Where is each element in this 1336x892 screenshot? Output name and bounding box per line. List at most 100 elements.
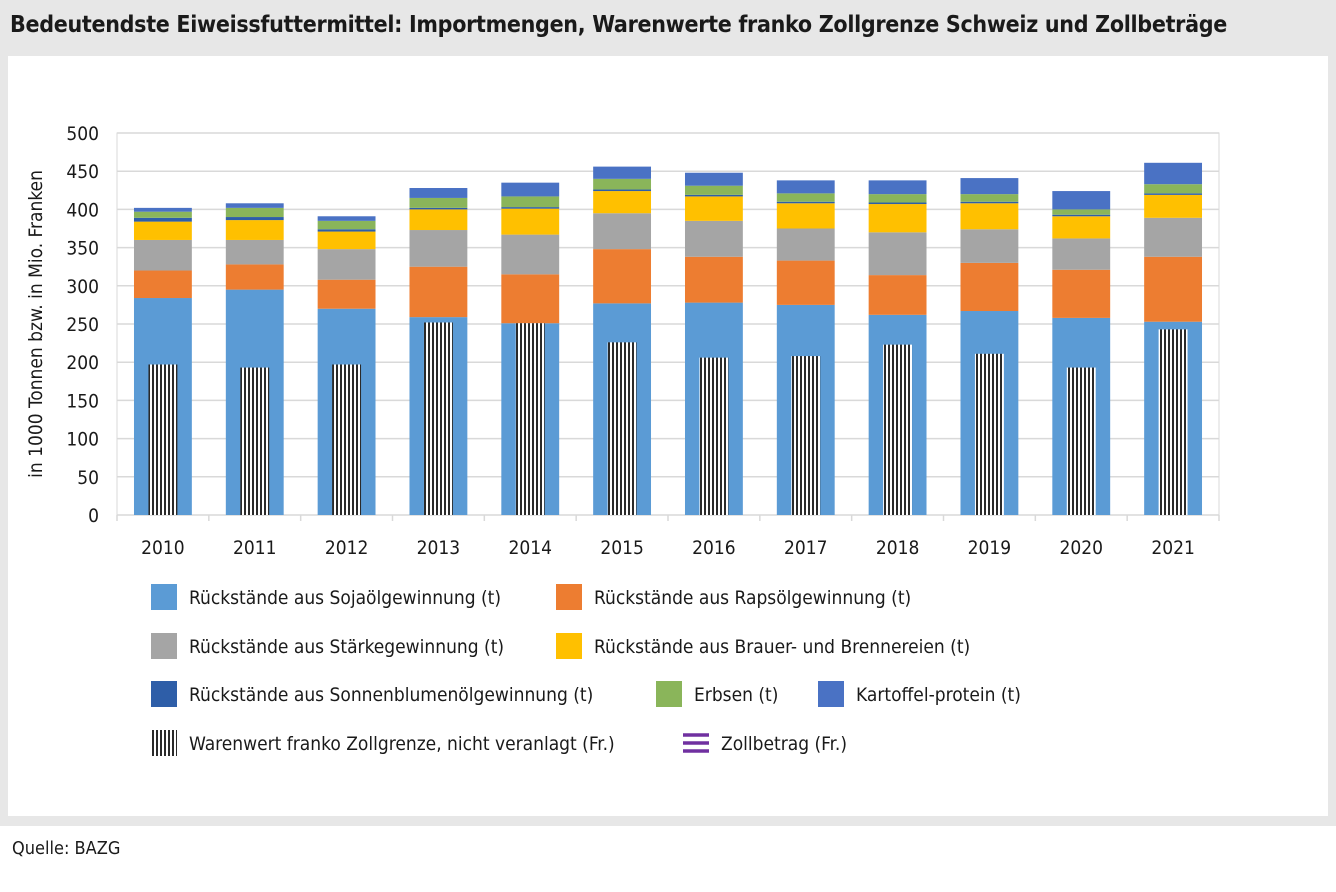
bar-segment xyxy=(225,203,284,208)
bar-segment xyxy=(868,202,927,205)
chart-title: Bedeutendste Eiweissfuttermittel: Import… xyxy=(10,12,1227,38)
legend-label: Erbsen (t) xyxy=(694,684,778,706)
bar-segment xyxy=(868,204,927,233)
bar-segment xyxy=(225,239,284,265)
bar-segment xyxy=(1144,193,1203,195)
legend-swatch xyxy=(818,681,844,707)
bar-segment xyxy=(409,188,468,198)
x-tick-label: 2010 xyxy=(141,537,185,559)
overlay-bar xyxy=(240,367,270,515)
overlay-bar xyxy=(974,353,1004,515)
overlay-bar xyxy=(423,322,453,515)
bar-segment xyxy=(317,229,376,232)
legend-swatch xyxy=(151,633,177,659)
bar-segment xyxy=(593,213,652,250)
x-tick-label: 2014 xyxy=(509,537,553,559)
x-tick-label: 2018 xyxy=(876,537,920,559)
y-tick-label: 200 xyxy=(66,352,99,374)
y-tick-label: 150 xyxy=(66,390,99,412)
bar-segment xyxy=(501,182,560,197)
y-tick-label: 450 xyxy=(66,161,99,183)
y-tick-label: 50 xyxy=(77,467,99,489)
bar-segment xyxy=(225,220,284,240)
x-tick-label: 2015 xyxy=(600,537,644,559)
overlay-bar xyxy=(1158,329,1188,515)
bar-segment xyxy=(225,264,284,290)
x-tick-label: 2021 xyxy=(1151,537,1195,559)
legend-swatch xyxy=(556,584,582,610)
bar-segment xyxy=(1052,216,1111,239)
bar-segment xyxy=(868,275,927,315)
bar-segment xyxy=(868,180,927,195)
legend-label: Rückstände aus Rapsölgewinnung (t) xyxy=(594,587,911,609)
overlay-bar xyxy=(883,344,913,515)
bar-segment xyxy=(1052,209,1111,215)
overlay-bar xyxy=(607,342,637,515)
bar-segment xyxy=(1144,194,1203,218)
bar-segment xyxy=(225,207,284,218)
bar-segment xyxy=(1052,191,1111,210)
bar-segment xyxy=(133,239,192,271)
overlay-bar xyxy=(791,356,821,515)
bar-segment xyxy=(960,229,1019,263)
bar-segment xyxy=(317,279,376,309)
bar-segment xyxy=(868,232,927,276)
bar-segment xyxy=(776,260,835,305)
bar-segment xyxy=(133,211,192,218)
bar-segment xyxy=(501,234,560,275)
overlay-bar xyxy=(332,364,362,515)
bar-segment xyxy=(1144,162,1203,185)
bar-segment xyxy=(684,220,743,257)
bar-segment xyxy=(409,266,468,318)
y-tick-label: 100 xyxy=(66,429,99,451)
bar-segment xyxy=(1144,256,1203,322)
bar-segment xyxy=(409,197,468,208)
bar-segment xyxy=(1052,238,1111,270)
source-note: Quelle: BAZG xyxy=(12,838,121,859)
overlay-bar xyxy=(1066,367,1096,515)
bar-segment xyxy=(317,216,376,221)
legend-label: Rückstände aus Sonnenblumenölgewinnung (… xyxy=(189,684,593,706)
y-tick-label: 500 xyxy=(66,123,99,145)
legend-swatch xyxy=(151,584,177,610)
bar-segment xyxy=(960,203,1019,230)
bar-segment xyxy=(776,180,835,194)
y-tick-label: 0 xyxy=(88,505,99,527)
legend-label: Zollbetrag (Fr.) xyxy=(721,733,847,755)
bar-segment xyxy=(960,178,1019,195)
bar-segment xyxy=(684,185,743,195)
bar-segment xyxy=(684,194,743,197)
overlay-bar xyxy=(515,323,545,515)
x-tick-label: 2020 xyxy=(1060,537,1104,559)
chart-area: 0 50 100 150 200 250 300 350 400 450 500 in 1000 To… xyxy=(8,56,1328,816)
bar-segment xyxy=(776,228,835,261)
bar-segment xyxy=(960,201,1019,204)
bar-segment xyxy=(501,196,560,208)
bar-segment xyxy=(593,178,652,190)
legend-label: Warenwert franko Zollgrenze, nicht veran… xyxy=(189,733,615,755)
legend-swatch xyxy=(151,681,177,707)
x-tick-label: 2012 xyxy=(325,537,369,559)
bar-segment xyxy=(501,207,560,209)
x-tick-label: 2017 xyxy=(784,537,828,559)
bar-segment xyxy=(593,189,652,192)
bar-segment xyxy=(960,194,1019,202)
bar-segment xyxy=(593,191,652,214)
title-bar: Bedeutendste Eiweissfuttermittel: Import… xyxy=(0,0,1336,56)
y-tick-label: 300 xyxy=(66,276,99,298)
legend-swatch xyxy=(556,633,582,659)
legend-label: Rückstände aus Stärkegewinnung (t) xyxy=(189,636,504,658)
y-tick-label: 400 xyxy=(66,199,99,221)
x-tick-label: 2011 xyxy=(233,537,277,559)
bar-segment xyxy=(409,209,468,231)
bar-segment xyxy=(776,193,835,202)
bar-segment xyxy=(776,201,835,204)
chart-svg: 0 50 100 150 200 250 300 350 400 450 500 in 1000 To… xyxy=(25,123,1220,756)
bar-segment xyxy=(1052,214,1111,217)
x-tick-label: 2013 xyxy=(417,537,461,559)
bar-segment xyxy=(409,230,468,267)
bar-segment xyxy=(409,207,468,210)
x-tick-label: 2019 xyxy=(968,537,1012,559)
bar-segment xyxy=(684,256,743,303)
bar-segment xyxy=(684,172,743,186)
